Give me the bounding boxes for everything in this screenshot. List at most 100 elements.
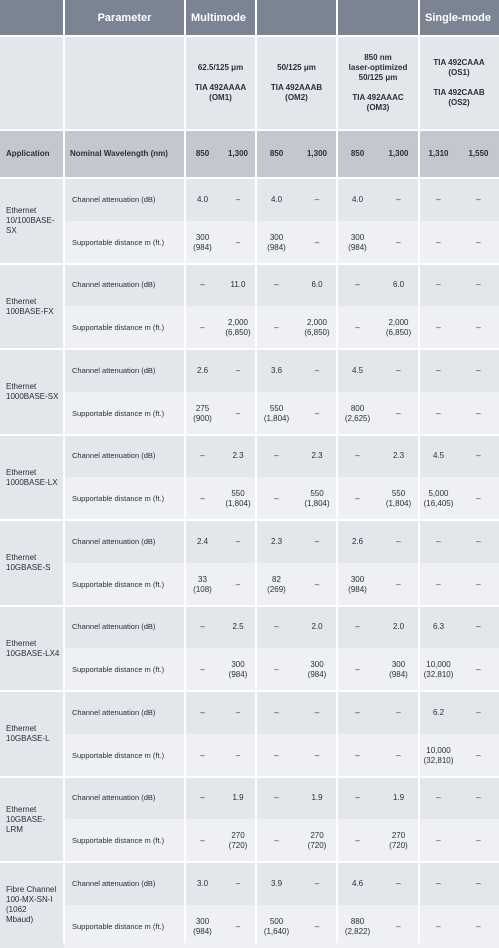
value-cell: 300 (984): [337, 563, 378, 606]
value-cell: 275 (900): [185, 392, 220, 435]
block-divider: [0, 348, 499, 350]
parameter-label: Supportable distance m (ft.): [64, 392, 185, 435]
value-cell: –: [419, 221, 458, 264]
application-name: Ethernet 1000BASE-LX: [0, 435, 64, 520]
application-name: Ethernet 10GBASE-LRM: [0, 777, 64, 862]
parameter-label: Channel attenuation (dB): [64, 691, 185, 734]
wavelength-value: 1,300: [220, 130, 256, 178]
value-cell: –: [220, 349, 256, 392]
fiber-type-header: 50/125 μm TIA 492AAAB (OM2): [256, 36, 337, 130]
value-cell: 2,000 (6,850): [378, 306, 419, 349]
value-cell: –: [458, 819, 499, 862]
parameter-label: Supportable distance m (ft.): [64, 819, 185, 862]
value-cell: –: [378, 734, 419, 777]
value-cell: –: [185, 648, 220, 691]
value-cell: –: [378, 178, 419, 221]
value-cell: 300 (984): [185, 905, 220, 948]
value-cell: –: [337, 648, 378, 691]
parameter-label: Supportable distance m (ft.): [64, 221, 185, 264]
value-cell: 2.6: [185, 349, 220, 392]
value-cell: –: [297, 221, 337, 264]
value-cell: 10,000 (32,810): [419, 648, 458, 691]
value-cell: 4.6: [337, 862, 378, 905]
value-cell: –: [220, 221, 256, 264]
value-cell: –: [185, 819, 220, 862]
wavelength-value: 1,310: [419, 130, 458, 178]
value-cell: 2.5: [220, 606, 256, 648]
parameter-label: Channel attenuation (dB): [64, 435, 185, 477]
block-divider: [0, 434, 499, 436]
value-cell: –: [458, 392, 499, 435]
parameter-header: Parameter: [64, 0, 185, 36]
parameter-label: Channel attenuation (dB): [64, 777, 185, 819]
singlemode-header: Single-mode: [419, 0, 499, 36]
value-cell: 6.2: [419, 691, 458, 734]
block-divider: [0, 519, 499, 521]
application-name: Ethernet 10GBASE-S: [0, 520, 64, 606]
wavelength-value: 1,550: [458, 130, 499, 178]
fiber-type-header: 850 nm laser-optimized 50/125 μm TIA 492…: [337, 36, 419, 130]
value-cell: –: [458, 606, 499, 648]
value-cell: –: [378, 905, 419, 948]
value-cell: –: [458, 734, 499, 777]
value-cell: –: [378, 392, 419, 435]
value-cell: –: [297, 392, 337, 435]
value-cell: –: [378, 221, 419, 264]
fiber-type-header: TIA 492CAAA (OS1) TIA 492CAAB (OS2): [419, 36, 499, 130]
parameter-label: Channel attenuation (dB): [64, 520, 185, 563]
column-divider: [418, 0, 420, 943]
block-divider: [0, 776, 499, 778]
value-cell: –: [458, 477, 499, 520]
value-cell: –: [458, 306, 499, 349]
value-cell: –: [419, 563, 458, 606]
parameter-label: Supportable distance m (ft.): [64, 734, 185, 777]
value-cell: –: [458, 178, 499, 221]
value-cell: –: [220, 520, 256, 563]
value-cell: –: [419, 819, 458, 862]
value-cell: 2.4: [185, 520, 220, 563]
value-cell: 4.0: [256, 178, 297, 221]
value-cell: 880 (2,822): [337, 905, 378, 948]
value-cell: 2.3: [220, 435, 256, 477]
value-cell: 2.0: [297, 606, 337, 648]
value-cell: –: [297, 862, 337, 905]
value-cell: –: [185, 477, 220, 520]
value-cell: –: [337, 606, 378, 648]
value-cell: –: [185, 306, 220, 349]
parameter-label: Channel attenuation (dB): [64, 862, 185, 905]
wavelength-value: 1,300: [378, 130, 419, 178]
value-cell: –: [419, 349, 458, 392]
value-cell: –: [419, 178, 458, 221]
application-name: Ethernet 10GBASE-LX4: [0, 606, 64, 691]
value-cell: 270 (720): [297, 819, 337, 862]
value-cell: –: [185, 606, 220, 648]
application-name: Ethernet 10/100BASE- SX: [0, 178, 64, 264]
corner-sub: [0, 36, 64, 130]
value-cell: –: [378, 349, 419, 392]
value-cell: 500 (1,640): [256, 905, 297, 948]
value-cell: 300 (984): [256, 221, 297, 264]
value-cell: 3.9: [256, 862, 297, 905]
value-cell: 2.3: [297, 435, 337, 477]
value-cell: –: [419, 862, 458, 905]
value-cell: 550 (1,804): [220, 477, 256, 520]
block-divider: [0, 605, 499, 607]
application-name: Ethernet 1000BASE-SX: [0, 349, 64, 435]
application-name: Ethernet 10GBASE-L: [0, 691, 64, 777]
value-cell: 6.0: [297, 264, 337, 306]
value-cell: 6.0: [378, 264, 419, 306]
parameter-label: Supportable distance m (ft.): [64, 477, 185, 520]
block-divider: [0, 861, 499, 863]
value-cell: 4.0: [337, 178, 378, 221]
value-cell: 10,000 (32,810): [419, 734, 458, 777]
value-cell: 300 (984): [297, 648, 337, 691]
value-cell: –: [419, 392, 458, 435]
header-divider: [0, 35, 499, 37]
corner-header: [0, 0, 64, 36]
value-cell: –: [297, 691, 337, 734]
value-cell: –: [337, 734, 378, 777]
value-cell: 550 (1,804): [378, 477, 419, 520]
value-cell: –: [297, 734, 337, 777]
application-name: Ethernet 100BASE-FX: [0, 264, 64, 349]
value-cell: –: [378, 862, 419, 905]
